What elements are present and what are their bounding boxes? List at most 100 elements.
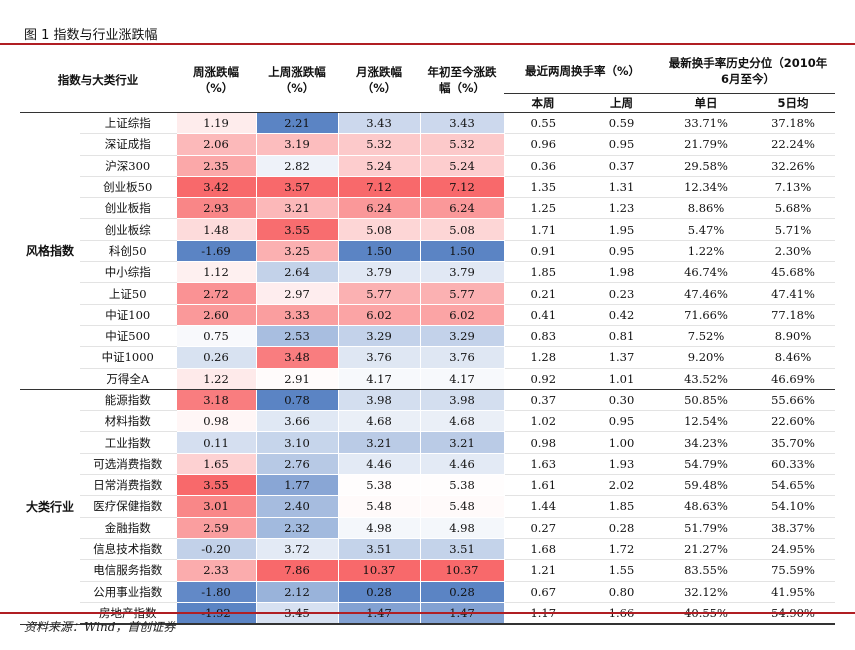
month-change-cell: 3.79 [337,261,421,284]
week-change-cell: 2.60 [175,303,257,326]
month-change-cell: 4.17 [337,367,421,390]
month-change-cell: 5.77 [337,282,421,305]
week-change-cell: 0.26 [175,346,257,369]
table-row: 科创50 -1.69 3.25 1.50 1.50 0.91 0.95 1.22% 2.30% [20,239,836,263]
turnover-last-week-cell: 1.31 [582,176,661,199]
month-change-cell: 1.50 [337,239,421,263]
table-row: 创业板50 3.42 3.57 7.12 7.12 1.35 1.31 12.34% 7.13% [20,175,836,199]
month-change-cell: 7.12 [337,175,421,199]
hist-5d-cell: 22.60% [751,410,836,433]
hist-5d-cell: 46.69% [751,368,836,390]
hist-5d-cell: 60.33% [751,453,836,476]
row-name-cell: 上证50 [80,282,176,305]
turnover-last-week-cell: 1.00 [582,431,661,454]
last-week-change-cell: 1.77 [255,474,339,497]
turnover-last-week-cell: 2.02 [582,474,661,497]
month-change-cell: 4.98 [337,516,421,539]
ytd-change-cell: 5.48 [419,495,505,518]
last-week-change-cell: 2.32 [255,516,339,539]
turnover-last-week-cell: 1.85 [582,495,661,518]
group-label: 大类行业 [20,389,80,625]
ytd-change-cell: 1.50 [419,239,505,263]
turnover-this-week-cell: 0.83 [504,325,582,348]
turnover-last-week-cell: 0.28 [582,517,661,539]
ytd-change-cell: 10.37 [419,559,505,582]
header-index-name: 指数与大类行业 [20,48,176,113]
last-week-change-cell: 3.57 [255,175,339,199]
row-name-cell: 能源指数 [80,389,176,412]
month-change-cell: 5.32 [337,133,421,156]
week-change-cell: 0.98 [175,410,257,433]
week-change-cell: 2.35 [175,154,257,177]
hist-5d-cell: 55.66% [751,389,836,412]
hist-5d-cell: 5.68% [751,197,836,220]
turnover-this-week-cell: 0.91 [504,240,582,263]
ytd-change-cell: 3.21 [419,431,505,454]
hist-5d-cell: 41.95% [751,581,836,603]
header-ytd-change: 年初至今涨跌幅（%） [420,48,504,113]
row-name-cell: 信息技术指数 [80,538,176,561]
row-name-cell: 医疗保健指数 [80,495,176,518]
turnover-last-week-cell: 1.95 [582,218,661,241]
hist-day-cell: 33.71% [661,112,751,135]
month-change-cell: 3.51 [337,537,421,561]
table-row: 中证100 2.60 3.33 6.02 6.02 0.41 0.42 71.66% 77.18… [20,303,836,326]
turnover-last-week-cell: 0.80 [582,581,661,603]
table-row: 风格指数 上证综指 1.19 2.21 3.43 3.43 0.55 0.59 33.71% 37… [20,111,836,390]
week-change-cell: -1.80 [175,580,257,603]
turnover-this-week-cell: 0.67 [504,581,582,603]
index-industry-table: 指数与大类行业 周涨跌幅（%） 上周涨跌幅（%） 月涨跌幅（%） 年初至今涨跌幅… [20,48,836,626]
table-row: 深证成指 2.06 3.19 5.32 5.32 0.96 0.95 21.79% 22.24% [20,133,836,156]
month-change-cell: 4.46 [337,452,421,476]
turnover-this-week-cell: 0.96 [504,133,582,156]
hist-day-cell: 46.74% [661,261,751,284]
top-rule [0,43,855,45]
table-row: 上证50 2.72 2.97 5.77 5.77 0.21 0.23 47.46% 47.41% [20,282,836,305]
month-change-cell: 5.24 [337,154,421,177]
hist-day-cell: 59.48% [661,474,751,497]
hist-day-cell: 8.86% [661,197,751,220]
week-change-cell: 1.65 [175,452,257,476]
turnover-this-week-cell: 1.68 [504,538,582,561]
table-row: 中证1000 0.26 3.48 3.76 3.76 1.28 1.37 9.20% 8.46% [20,346,836,369]
turnover-this-week-cell: 1.44 [504,495,582,518]
week-change-cell: 2.72 [175,282,257,305]
hist-5d-cell: 8.90% [751,325,836,348]
row-name-cell: 创业板指 [80,197,176,220]
header-hist-day: 单日 [661,93,751,113]
row-name-cell: 沪深300 [80,155,176,177]
turnover-last-week-cell: 0.95 [582,240,661,263]
last-week-change-cell: 3.10 [255,431,339,454]
table-row: 工业指数 0.11 3.10 3.21 3.21 0.98 1.00 34.23% 35.70% [20,431,836,454]
row-name-cell: 中证500 [80,325,176,348]
group-label: 风格指数 [20,112,80,390]
ytd-change-cell: 4.68 [419,410,505,433]
turnover-this-week-cell: 0.92 [504,368,582,390]
turnover-this-week-cell: 0.36 [504,155,582,177]
hist-5d-cell: 5.71% [751,218,836,241]
hist-day-cell: 29.58% [661,155,751,177]
last-week-change-cell: 2.76 [255,452,339,476]
turnover-this-week-cell: 0.21 [504,282,582,305]
month-change-cell: 3.21 [337,431,421,454]
table-row: 金融指数 2.59 2.32 4.98 4.98 0.27 0.28 51.79% 38.37% [20,516,836,539]
last-week-change-cell: 2.97 [255,282,339,305]
last-week-change-cell: 3.72 [255,537,339,561]
hist-5d-cell: 2.30% [751,240,836,263]
turnover-this-week-cell: 1.61 [504,474,582,497]
table-row: 中小综指 1.12 2.64 3.79 3.79 1.85 1.98 46.74% 45.68% [20,261,836,284]
week-change-cell: 1.22 [175,367,257,390]
table-row: 万得全A 1.22 2.91 4.17 4.17 0.92 1.01 43.52% 46.69% [20,367,836,390]
header-hist-percentile: 最新换手率历史分位（2010年6月至今） [668,55,828,86]
hist-day-cell: 83.55% [661,559,751,582]
hist-5d-cell: 54.10% [751,495,836,518]
turnover-last-week-cell: 0.30 [582,389,661,412]
turnover-last-week-cell: 0.37 [582,155,661,177]
month-change-cell: 0.28 [337,580,421,603]
ytd-change-cell: 6.02 [419,303,505,326]
hist-5d-cell: 45.68% [751,261,836,284]
row-name-cell: 科创50 [80,240,176,263]
hist-day-cell: 21.79% [661,133,751,156]
turnover-this-week-cell: 1.85 [504,261,582,284]
hist-day-cell: 12.54% [661,410,751,433]
